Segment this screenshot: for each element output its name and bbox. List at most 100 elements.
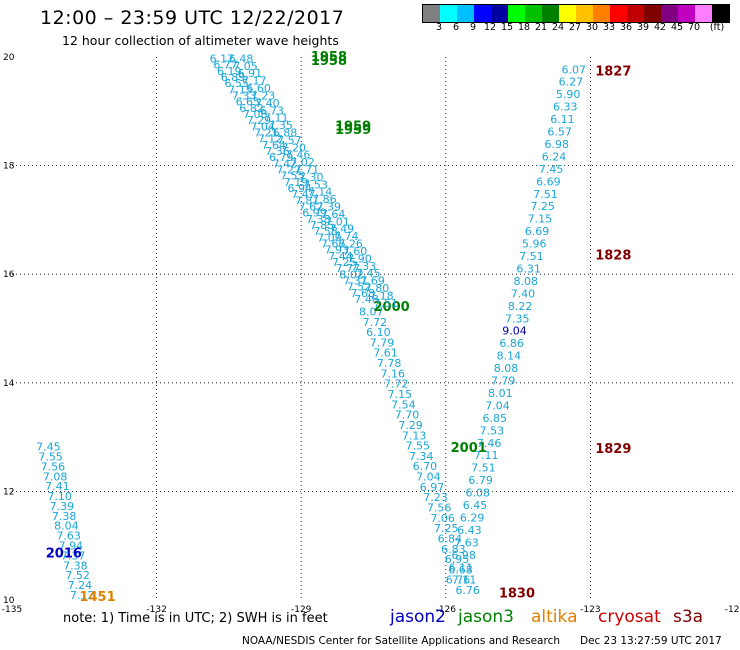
swh-value: 5.96 <box>522 238 547 251</box>
swh-value: 6.27 <box>559 76 584 89</box>
swh-value: 7.17 <box>242 75 267 88</box>
swh-value: 7.86 <box>312 193 337 206</box>
colorbar-swatch <box>712 5 729 22</box>
swh-value: 7.55 <box>405 440 430 453</box>
x-tick-label: -129 <box>291 605 312 615</box>
swh-value: 7.29 <box>247 114 272 127</box>
swh-value: 7.15 <box>528 213 553 226</box>
swh-value: 6.76 <box>446 574 471 587</box>
colorbar-tick-label: 36 <box>619 22 633 33</box>
swh-value: 6.69 <box>536 175 561 188</box>
y-tick-label: 16 <box>3 270 15 280</box>
colorbar-tick-label: 12 <box>483 22 497 33</box>
y-tick-label: 20 <box>3 53 15 63</box>
swh-value: 6.33 <box>553 101 578 114</box>
swh-value: 7.85 <box>310 219 335 232</box>
swh-value: 7.64 <box>262 139 287 152</box>
swh-value: 7.30 <box>299 171 324 184</box>
legend-altika: altika <box>531 607 578 627</box>
swh-value: 7.51 <box>519 250 544 263</box>
swh-value: 7.40 <box>255 97 280 110</box>
y-tick-label: 10 <box>3 596 15 606</box>
swh-value: 7.69 <box>360 275 385 288</box>
swh-value: 7.51 <box>374 297 399 310</box>
swh-value: 7.55 <box>280 170 305 183</box>
swh-value: 7.40 <box>511 287 536 300</box>
colorbar-tick-label: 30 <box>585 22 599 33</box>
swh-value: 8.02 <box>339 268 364 281</box>
swh-value: 7.21 <box>254 126 279 139</box>
swh-value: 7.04 <box>250 120 274 133</box>
swh-value: 7.25 <box>530 200 555 213</box>
swh-value: 7.57 <box>277 134 302 147</box>
colorbar-tick-label: (ft) <box>709 22 725 33</box>
pass-time-label: 1829 <box>595 442 631 457</box>
colorbar-tick-label: 3 <box>435 22 443 33</box>
swh-value: 7.52 <box>347 281 372 294</box>
legend-cryosat: cryosat <box>598 607 661 627</box>
swh-value: 6.76 <box>455 584 480 597</box>
swh-value: 7.37 <box>61 549 86 562</box>
pass-time-label: 2001 <box>451 441 487 456</box>
swh-value: 6.19 <box>217 65 242 78</box>
swh-value: 6.11 <box>449 561 474 574</box>
pass-time-label: 2000 <box>374 300 410 315</box>
swh-value: 6.69 <box>525 225 550 238</box>
swh-value: 7.11 <box>452 574 477 587</box>
swh-value: 6.45 <box>463 499 488 512</box>
swh-value: 7.04 <box>485 399 510 412</box>
swh-value: 7.31 <box>343 274 368 287</box>
swh-value: 6.99 <box>302 207 327 220</box>
pass-time-label: 1959 <box>335 123 371 138</box>
swh-value: 7.20 <box>281 141 306 154</box>
colorbar-swatch <box>457 5 474 22</box>
pass-time-label: 1958 <box>311 50 347 65</box>
swh-value: 7.72 <box>384 378 409 391</box>
swh-value: 7.93 <box>325 244 350 257</box>
colorbar-swatch <box>661 5 678 22</box>
colorbar-swatch <box>474 5 491 22</box>
swh-value: 6.10 <box>366 326 391 339</box>
swh-value: 7.51 <box>471 462 496 475</box>
swh-value: 6.83 <box>441 543 466 556</box>
swh-value: 7.48 <box>354 293 379 306</box>
swh-value: 7.60 <box>343 245 368 258</box>
swh-value: 8.01 <box>488 387 513 400</box>
swh-value: 7.14 <box>308 186 333 199</box>
x-tick-label: -123 <box>580 605 600 615</box>
swh-value: 7.38 <box>306 213 331 226</box>
swh-value: 6.73 <box>260 104 285 117</box>
swh-value: 7.52 <box>65 569 90 582</box>
swh-value: 7.16 <box>380 367 405 380</box>
swh-value: 7.68 <box>351 287 376 300</box>
colorbar-swatch <box>576 5 593 22</box>
swh-value: 6.89 <box>221 71 246 84</box>
pass-time-label: 1958 <box>311 54 347 69</box>
swh-value: 6.84 <box>438 532 463 545</box>
swh-value: 7.90 <box>347 252 372 265</box>
swh-value: 7.71 <box>295 163 320 176</box>
y-tick-label: 18 <box>3 162 15 172</box>
swh-value: 7.56 <box>41 460 65 473</box>
swh-value: 7.46 <box>286 149 311 162</box>
swh-value: 7.18 <box>369 289 394 302</box>
legend-s3a: s3a <box>673 607 704 627</box>
colorbar-swatch <box>525 5 542 22</box>
swh-value: 7.80 <box>365 282 390 295</box>
swh-value: 7.33 <box>232 89 257 102</box>
credit-line: NOAA/NESDIS Center for Satellite Applica… <box>242 635 560 647</box>
swh-value: 7.29 <box>398 419 423 432</box>
colorbar-tick-label: 27 <box>568 22 582 33</box>
swh-value: 7.53 <box>303 178 328 191</box>
swh-value: 7.44 <box>328 250 353 263</box>
swh-value: 6.94 <box>287 182 312 195</box>
swh-value: 7.19 <box>284 176 309 189</box>
colorbar-swatch <box>491 5 508 22</box>
swh-value: 7.45 <box>539 163 564 176</box>
swh-value: 7.33 <box>352 260 377 273</box>
swh-value: 7.23 <box>423 491 448 504</box>
swh-value: 7.02 <box>290 156 315 169</box>
swh-value: 7.51 <box>533 188 558 201</box>
x-tick-label: -120 <box>725 605 740 615</box>
